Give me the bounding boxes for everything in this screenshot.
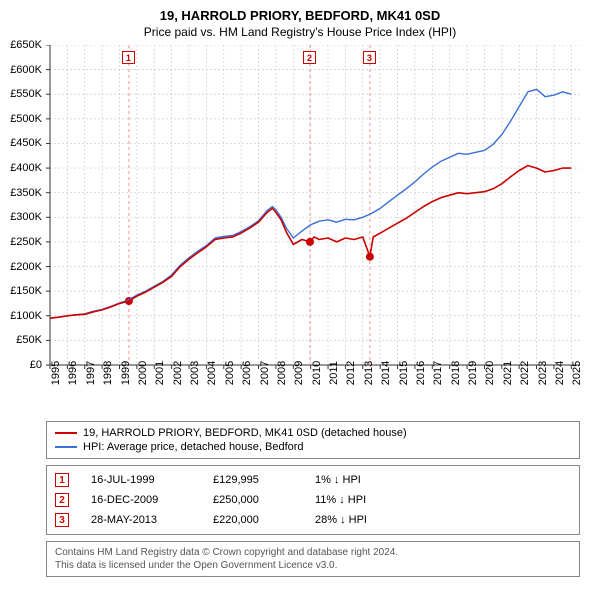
transaction-price: £129,995 — [213, 474, 293, 486]
y-tick-label: £400K — [10, 162, 42, 174]
transaction-price: £220,000 — [213, 514, 293, 526]
x-tick-label: 2000 — [137, 361, 149, 385]
x-tick-label: 2007 — [259, 361, 271, 385]
legend-swatch — [55, 446, 77, 448]
footer-attribution: Contains HM Land Registry data © Crown c… — [46, 541, 580, 577]
transaction-price: £250,000 — [213, 494, 293, 506]
x-tick-label: 1998 — [102, 361, 114, 385]
x-tick-label: 2019 — [467, 361, 479, 385]
x-tick-label: 1995 — [50, 361, 62, 385]
transaction-hpi: 28% ↓ HPI — [315, 514, 405, 526]
x-tick-label: 2022 — [519, 361, 531, 385]
chart-container: 19, HARROLD PRIORY, BEDFORD, MK41 0SD Pr… — [0, 0, 600, 590]
transaction-date: 28-MAY-2013 — [91, 514, 191, 526]
x-tick-label: 2001 — [154, 361, 166, 385]
x-tick-label: 2002 — [172, 361, 184, 385]
y-tick-label: £250K — [10, 236, 42, 248]
x-tick-label: 2009 — [293, 361, 305, 385]
y-tick-label: £350K — [10, 187, 42, 199]
transaction-hpi: 1% ↓ HPI — [315, 474, 405, 486]
x-tick-label: 2010 — [311, 361, 323, 385]
y-tick-label: £100K — [10, 310, 42, 322]
transaction-marker-box: 3 — [363, 51, 376, 64]
transaction-marker-box: 2 — [303, 51, 316, 64]
transaction-marker: 3 — [55, 513, 69, 527]
x-tick-label: 2013 — [363, 361, 375, 385]
legend-row: 19, HARROLD PRIORY, BEDFORD, MK41 0SD (d… — [55, 426, 571, 440]
x-tick-label: 2004 — [206, 361, 218, 385]
transaction-row: 2 16-DEC-2009 £250,000 11% ↓ HPI — [55, 490, 571, 510]
transaction-row: 1 16-JUL-1999 £129,995 1% ↓ HPI — [55, 470, 571, 490]
transaction-hpi: 11% ↓ HPI — [315, 494, 405, 506]
transaction-date: 16-JUL-1999 — [91, 474, 191, 486]
x-tick-label: 2006 — [241, 361, 253, 385]
y-tick-label: £0 — [30, 359, 42, 371]
x-tick-label: 2024 — [554, 361, 566, 385]
legend-label: 19, HARROLD PRIORY, BEDFORD, MK41 0SD (d… — [83, 427, 407, 439]
x-tick-label: 1997 — [85, 361, 97, 385]
x-tick-label: 1999 — [120, 361, 132, 385]
y-tick-label: £300K — [10, 211, 42, 223]
transaction-marker: 1 — [55, 473, 69, 487]
x-tick-label: 2011 — [328, 361, 340, 385]
x-tick-label: 2021 — [502, 361, 514, 385]
x-tick-label: 2016 — [415, 361, 427, 385]
transaction-marker-box: 1 — [122, 51, 135, 64]
y-tick-label: £450K — [10, 137, 42, 149]
x-tick-label: 2012 — [345, 361, 357, 385]
y-tick-label: £200K — [10, 261, 42, 273]
y-tick-label: £50K — [16, 334, 42, 346]
x-tick-label: 1996 — [67, 361, 79, 385]
legend-label: HPI: Average price, detached house, Bedf… — [83, 441, 304, 453]
y-tick-label: £550K — [10, 88, 42, 100]
x-tick-label: 2005 — [224, 361, 236, 385]
x-tick-label: 2018 — [450, 361, 462, 385]
y-tick-label: £650K — [10, 39, 42, 51]
transactions-table: 1 16-JUL-1999 £129,995 1% ↓ HPI 2 16-DEC-2009… — [46, 465, 580, 535]
chart-area: £0 £50K £100K £150K £200K £250K £300K £350K £400… — [10, 45, 590, 415]
legend: 19, HARROLD PRIORY, BEDFORD, MK41 0SD (d… — [46, 421, 580, 459]
y-tick-label: £600K — [10, 64, 42, 76]
y-tick-label: £150K — [10, 285, 42, 297]
x-tick-label: 2023 — [537, 361, 549, 385]
chart-svg — [10, 45, 590, 415]
footer-line-2: This data is licensed under the Open Gov… — [55, 559, 571, 572]
chart-title: 19, HARROLD PRIORY, BEDFORD, MK41 0SD — [10, 8, 590, 23]
legend-row: HPI: Average price, detached house, Bedf… — [55, 440, 571, 454]
footer-line-1: Contains HM Land Registry data © Crown c… — [55, 546, 571, 559]
y-tick-label: £500K — [10, 113, 42, 125]
legend-swatch — [55, 432, 77, 434]
x-tick-label: 2025 — [571, 361, 583, 385]
x-tick-label: 2014 — [380, 361, 392, 385]
x-tick-label: 2015 — [398, 361, 410, 385]
x-tick-label: 2003 — [189, 361, 201, 385]
x-tick-label: 2020 — [484, 361, 496, 385]
transaction-row: 3 28-MAY-2013 £220,000 28% ↓ HPI — [55, 510, 571, 530]
x-tick-label: 2017 — [432, 361, 444, 385]
transaction-marker: 2 — [55, 493, 69, 507]
chart-subtitle: Price paid vs. HM Land Registry's House … — [10, 25, 590, 39]
transaction-date: 16-DEC-2009 — [91, 494, 191, 506]
x-tick-label: 2008 — [276, 361, 288, 385]
